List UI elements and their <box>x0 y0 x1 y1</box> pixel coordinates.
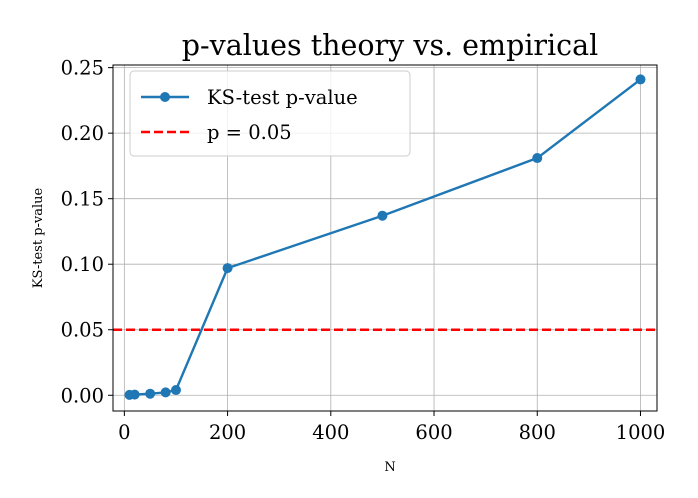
y-axis-label: KS-test p-value <box>31 187 46 288</box>
x-tick-label: 800 <box>519 421 556 444</box>
x-tick-label: 600 <box>415 421 452 444</box>
data-point <box>170 385 181 396</box>
y-tick-label: 0.25 <box>61 57 104 80</box>
legend-frame <box>129 70 411 157</box>
legend-label-series: KS-test p-value <box>207 86 358 109</box>
x-tick-label: 0 <box>118 421 130 444</box>
data-point <box>532 153 543 164</box>
y-tick-label: 0.00 <box>61 384 104 407</box>
legend-label-reference: p = 0.05 <box>207 121 292 144</box>
y-tick-label: 0.15 <box>61 188 104 211</box>
y-tick-label: 0.05 <box>61 319 104 342</box>
data-point <box>635 74 646 85</box>
data-point <box>145 388 156 399</box>
series-layer <box>124 74 646 400</box>
legend-marker-sample <box>160 92 170 102</box>
x-tick-label: 400 <box>312 421 349 444</box>
x-tick-label: 200 <box>209 421 246 444</box>
y-axis-ticks: 0.00 0.05 0.10 0.15 0.20 0.25 <box>61 57 113 407</box>
data-point <box>129 389 140 400</box>
legend: KS-test p-value p = 0.05 <box>129 70 411 157</box>
plot-frame <box>112 64 658 412</box>
y-tick-label: 0.20 <box>61 122 104 145</box>
data-point <box>377 210 388 221</box>
x-axis-label: N <box>384 460 395 475</box>
x-axis-ticks: 0 200 400 600 800 1000 <box>118 411 665 444</box>
chart-title: p-values theory vs. empirical <box>182 29 599 62</box>
x-tick-label: 1000 <box>616 421 666 444</box>
data-point <box>222 263 233 274</box>
y-tick-label: 0.10 <box>61 253 104 276</box>
data-point <box>160 387 171 398</box>
